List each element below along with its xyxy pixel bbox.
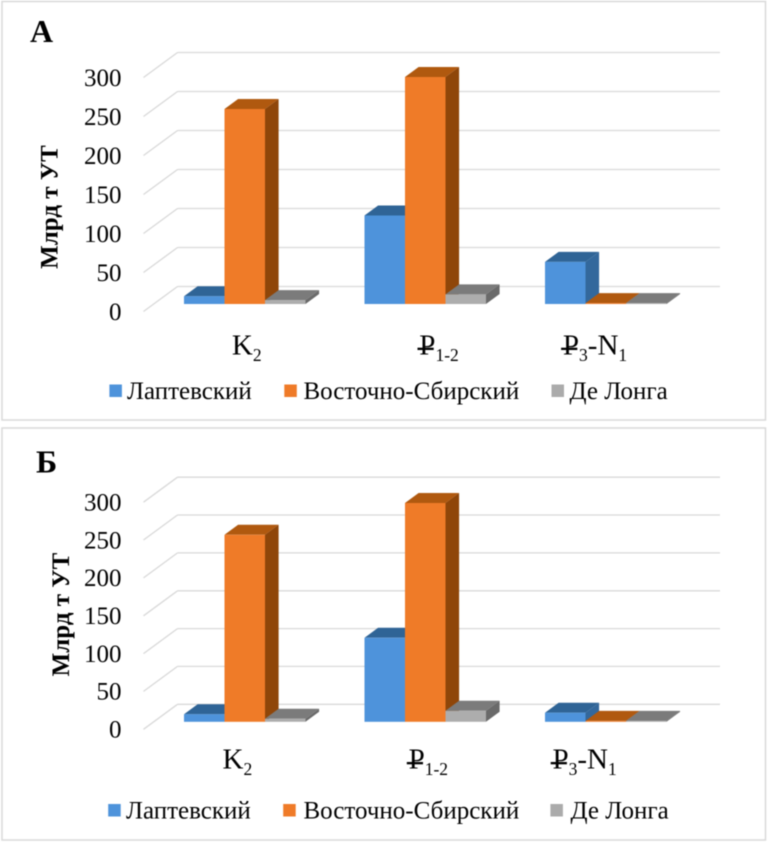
svg-text:А: А bbox=[30, 13, 53, 49]
svg-text:250: 250 bbox=[84, 104, 122, 131]
svg-text:0: 0 bbox=[109, 299, 122, 326]
svg-text:Де Лонга: Де Лонга bbox=[570, 378, 668, 405]
svg-text:250: 250 bbox=[84, 527, 122, 554]
svg-text:Б: Б bbox=[36, 444, 57, 480]
svg-text:50: 50 bbox=[97, 679, 122, 706]
svg-text:100: 100 bbox=[84, 221, 122, 248]
svg-text:200: 200 bbox=[84, 565, 122, 592]
svg-text:0: 0 bbox=[109, 717, 122, 744]
svg-text:Лаптевский: Лаптевский bbox=[126, 798, 251, 825]
svg-text:150: 150 bbox=[84, 182, 122, 209]
svg-text:100: 100 bbox=[84, 641, 122, 668]
svg-text:50: 50 bbox=[97, 260, 122, 287]
svg-text:300: 300 bbox=[84, 490, 122, 517]
svg-text:200: 200 bbox=[84, 143, 122, 170]
svg-text:Восточно-Сбирский: Восточно-Сбирский bbox=[304, 798, 520, 825]
svg-text:150: 150 bbox=[84, 603, 122, 630]
svg-text:P3-N1: P3-N1 bbox=[563, 329, 627, 365]
svg-text:300: 300 bbox=[84, 65, 122, 92]
svg-text:Млрд т УТ: Млрд т УТ bbox=[48, 552, 75, 676]
svg-text:Лаптевский: Лаптевский bbox=[127, 378, 252, 405]
svg-text:P3-N1: P3-N1 bbox=[553, 744, 617, 780]
svg-text:Млрд т УТ: Млрд т УТ bbox=[37, 145, 64, 269]
svg-text:Восточно-Сбирский: Восточно-Сбирский bbox=[304, 378, 520, 405]
svg-text:Де Лонга: Де Лонга bbox=[571, 798, 669, 825]
